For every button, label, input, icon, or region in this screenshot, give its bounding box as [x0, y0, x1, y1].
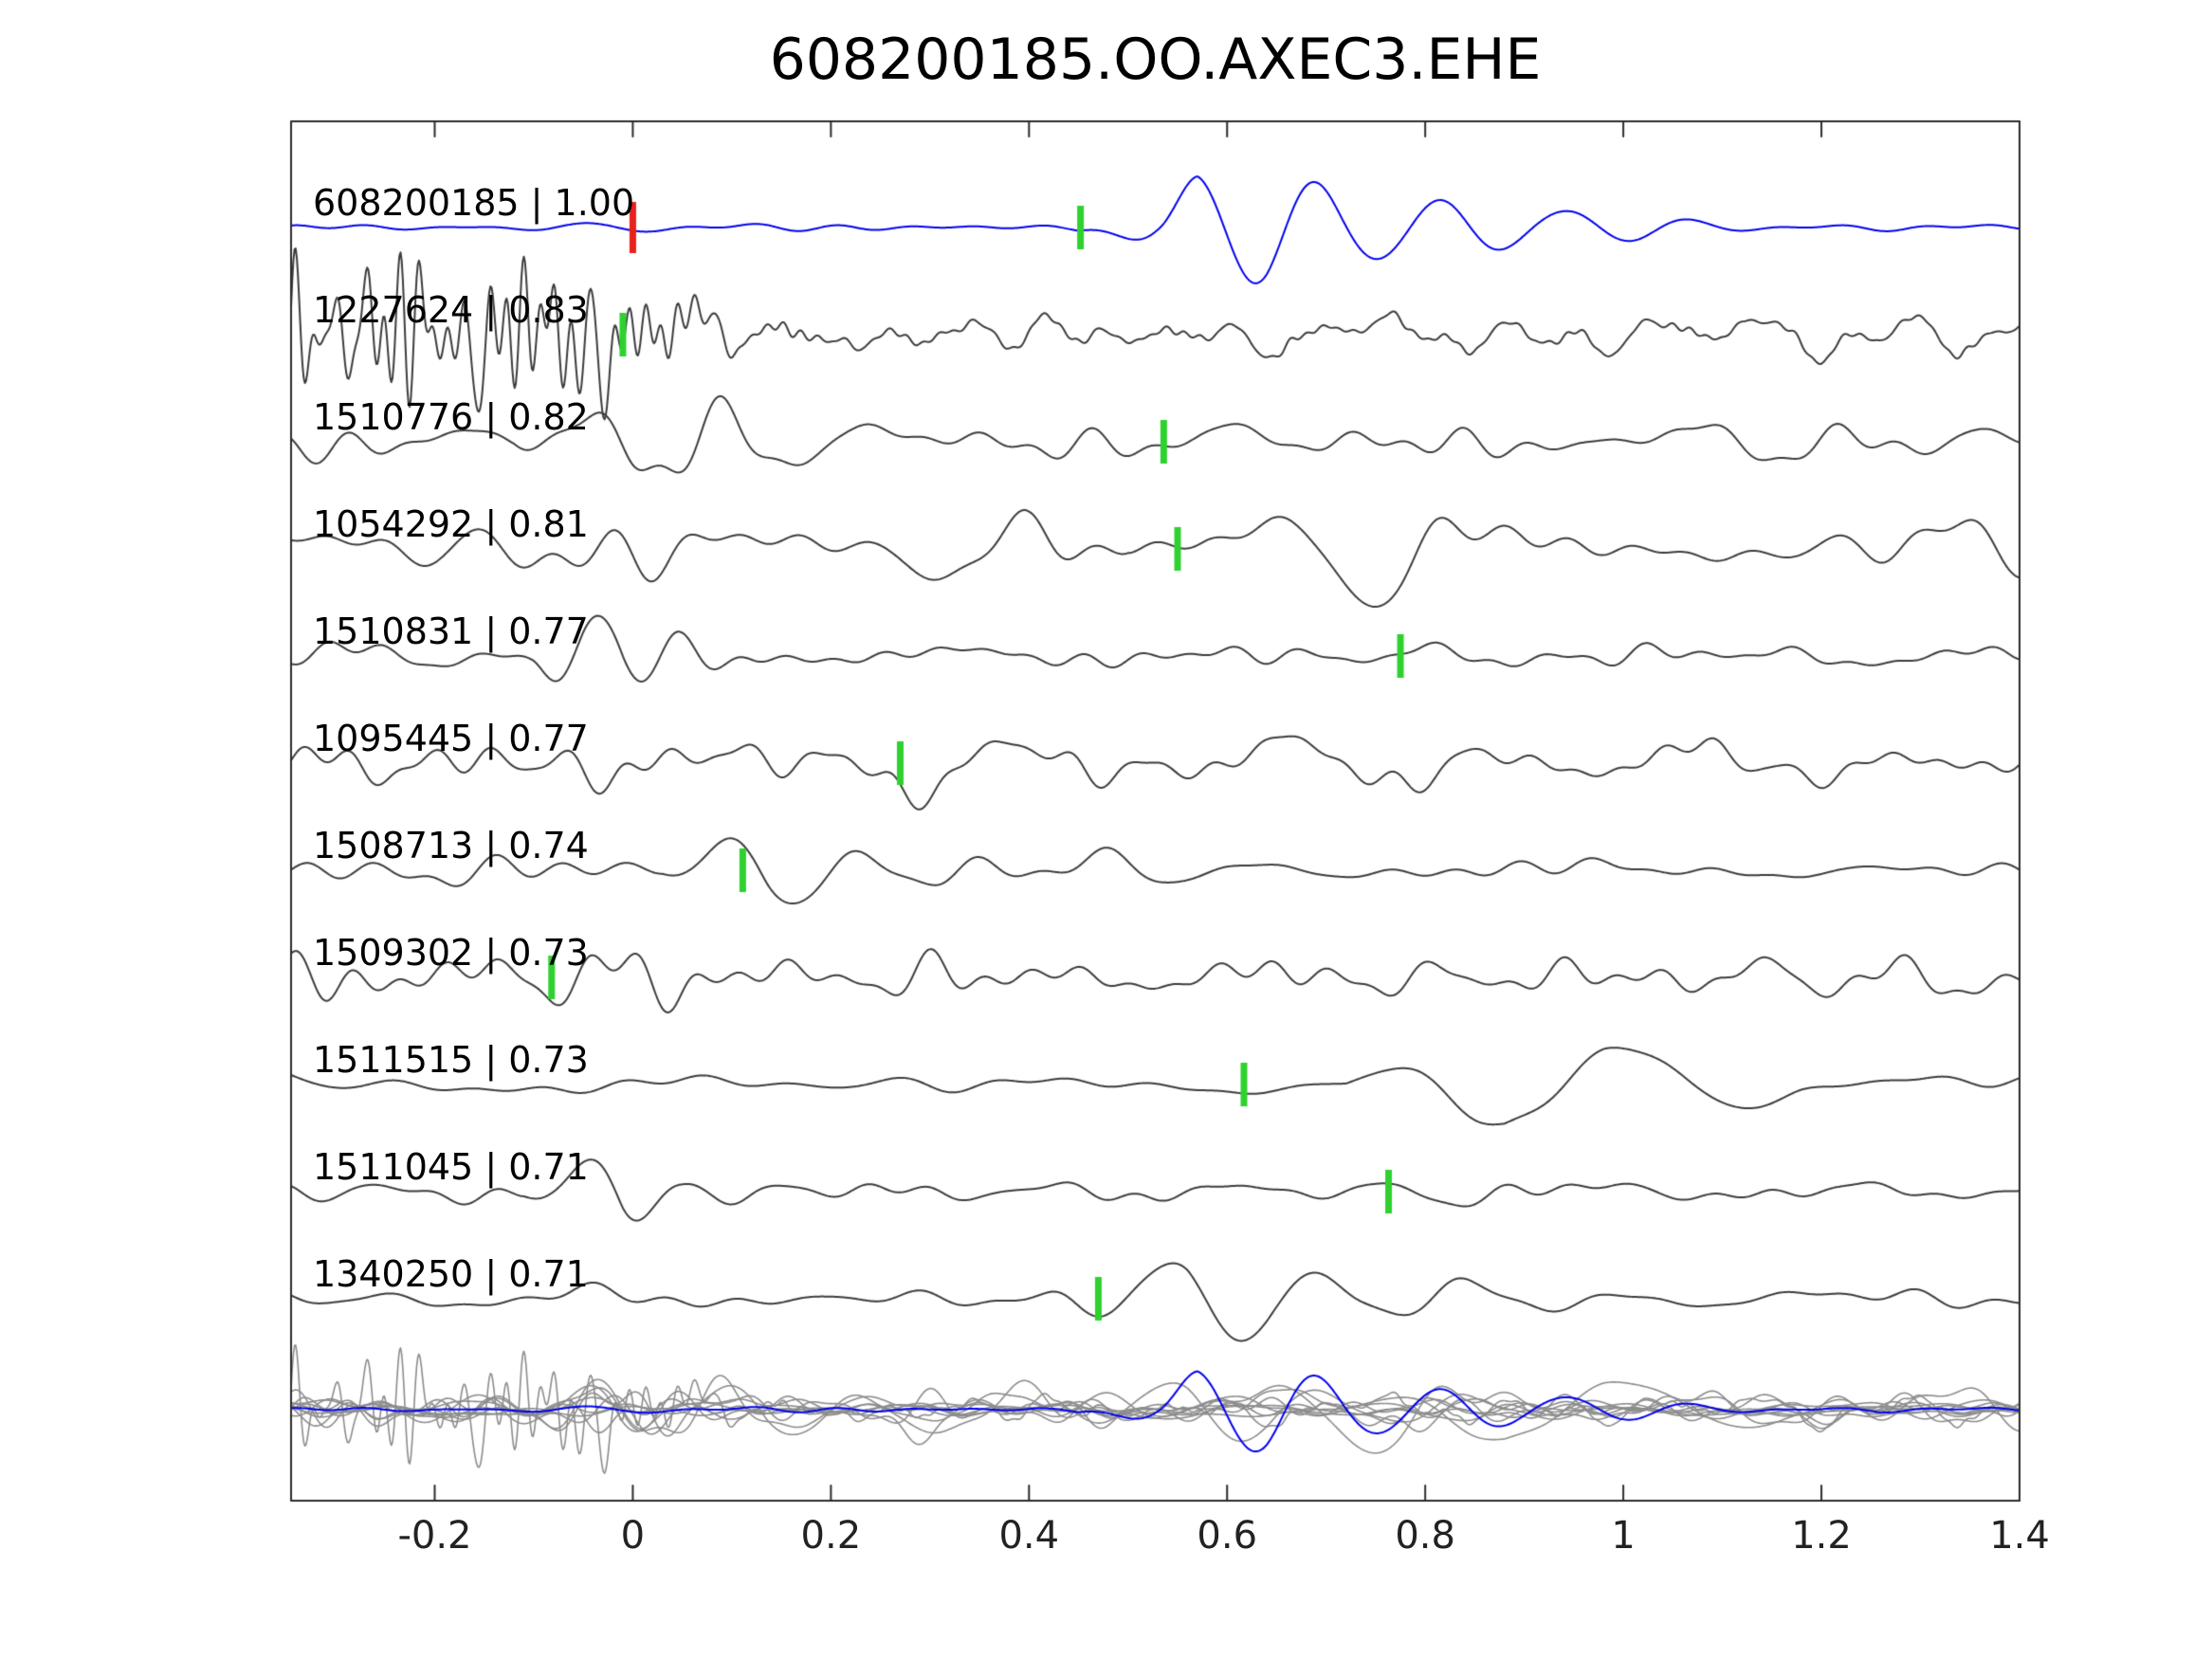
x-tick-label: 1.4	[1989, 1514, 2050, 1558]
trace-label: 1511515 | 0.73	[313, 1039, 589, 1081]
x-tick-label: 0.6	[1197, 1514, 1258, 1558]
x-tick-label: 1.2	[1791, 1514, 1852, 1558]
x-tick-label: 0.2	[800, 1514, 862, 1558]
trace-label: 1508713 | 0.74	[313, 825, 589, 866]
x-tick-label: -0.2	[397, 1514, 472, 1558]
trace-label: 1095445 | 0.77	[313, 718, 589, 759]
trace-label: 1340250 | 0.71	[313, 1253, 589, 1295]
trace-label: 1227624 | 0.83	[313, 289, 589, 331]
x-tick-label: 0.8	[1395, 1514, 1455, 1558]
x-tick-label: 0.4	[998, 1514, 1060, 1558]
trace-label: 608200185 | 1.00	[313, 182, 635, 224]
trace-label: 1510831 | 0.77	[313, 611, 589, 652]
x-tick-label: 0	[620, 1514, 646, 1558]
trace-label: 1511045 | 0.71	[313, 1146, 589, 1188]
trace-label: 1054292 | 0.81	[313, 503, 589, 545]
x-tick-label: 1	[1611, 1514, 1636, 1558]
trace-label: 1509302 | 0.73	[313, 932, 589, 974]
trace-label: 1510776 | 0.82	[313, 396, 589, 438]
